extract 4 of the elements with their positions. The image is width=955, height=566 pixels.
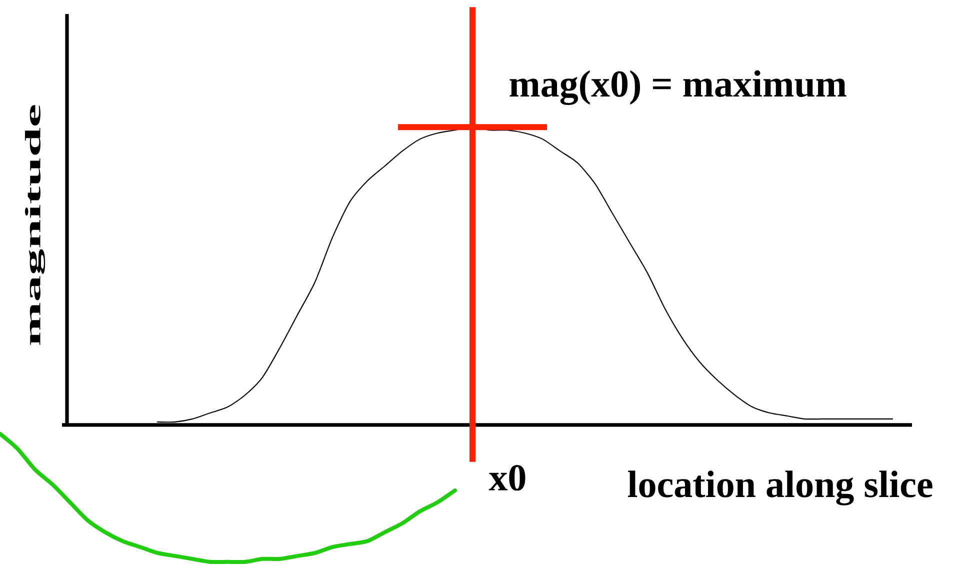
text: x0 (488, 465, 526, 491)
x-axis-title: location along slice (628, 470, 932, 506)
y-axis-title: magnitude (24, 105, 46, 345)
ref-line-label: mag(x0) = maximum (510, 70, 846, 105)
